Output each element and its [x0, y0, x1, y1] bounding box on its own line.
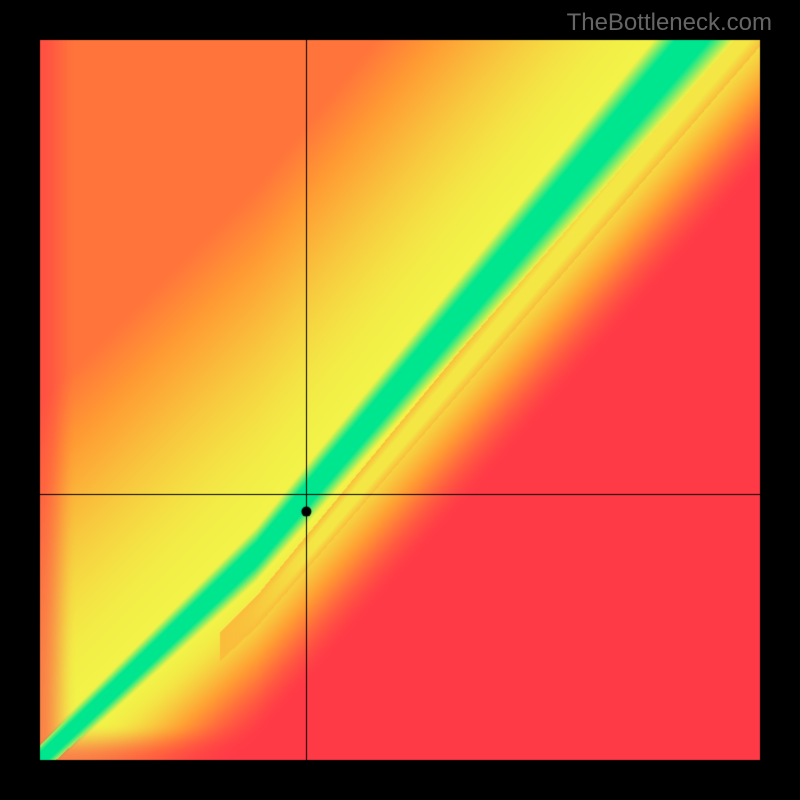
watermark-text: TheBottleneck.com	[567, 9, 772, 37]
heatmap-canvas	[0, 0, 800, 800]
chart-container: { "chart": { "type": "heatmap", "canvas_…	[0, 0, 800, 800]
